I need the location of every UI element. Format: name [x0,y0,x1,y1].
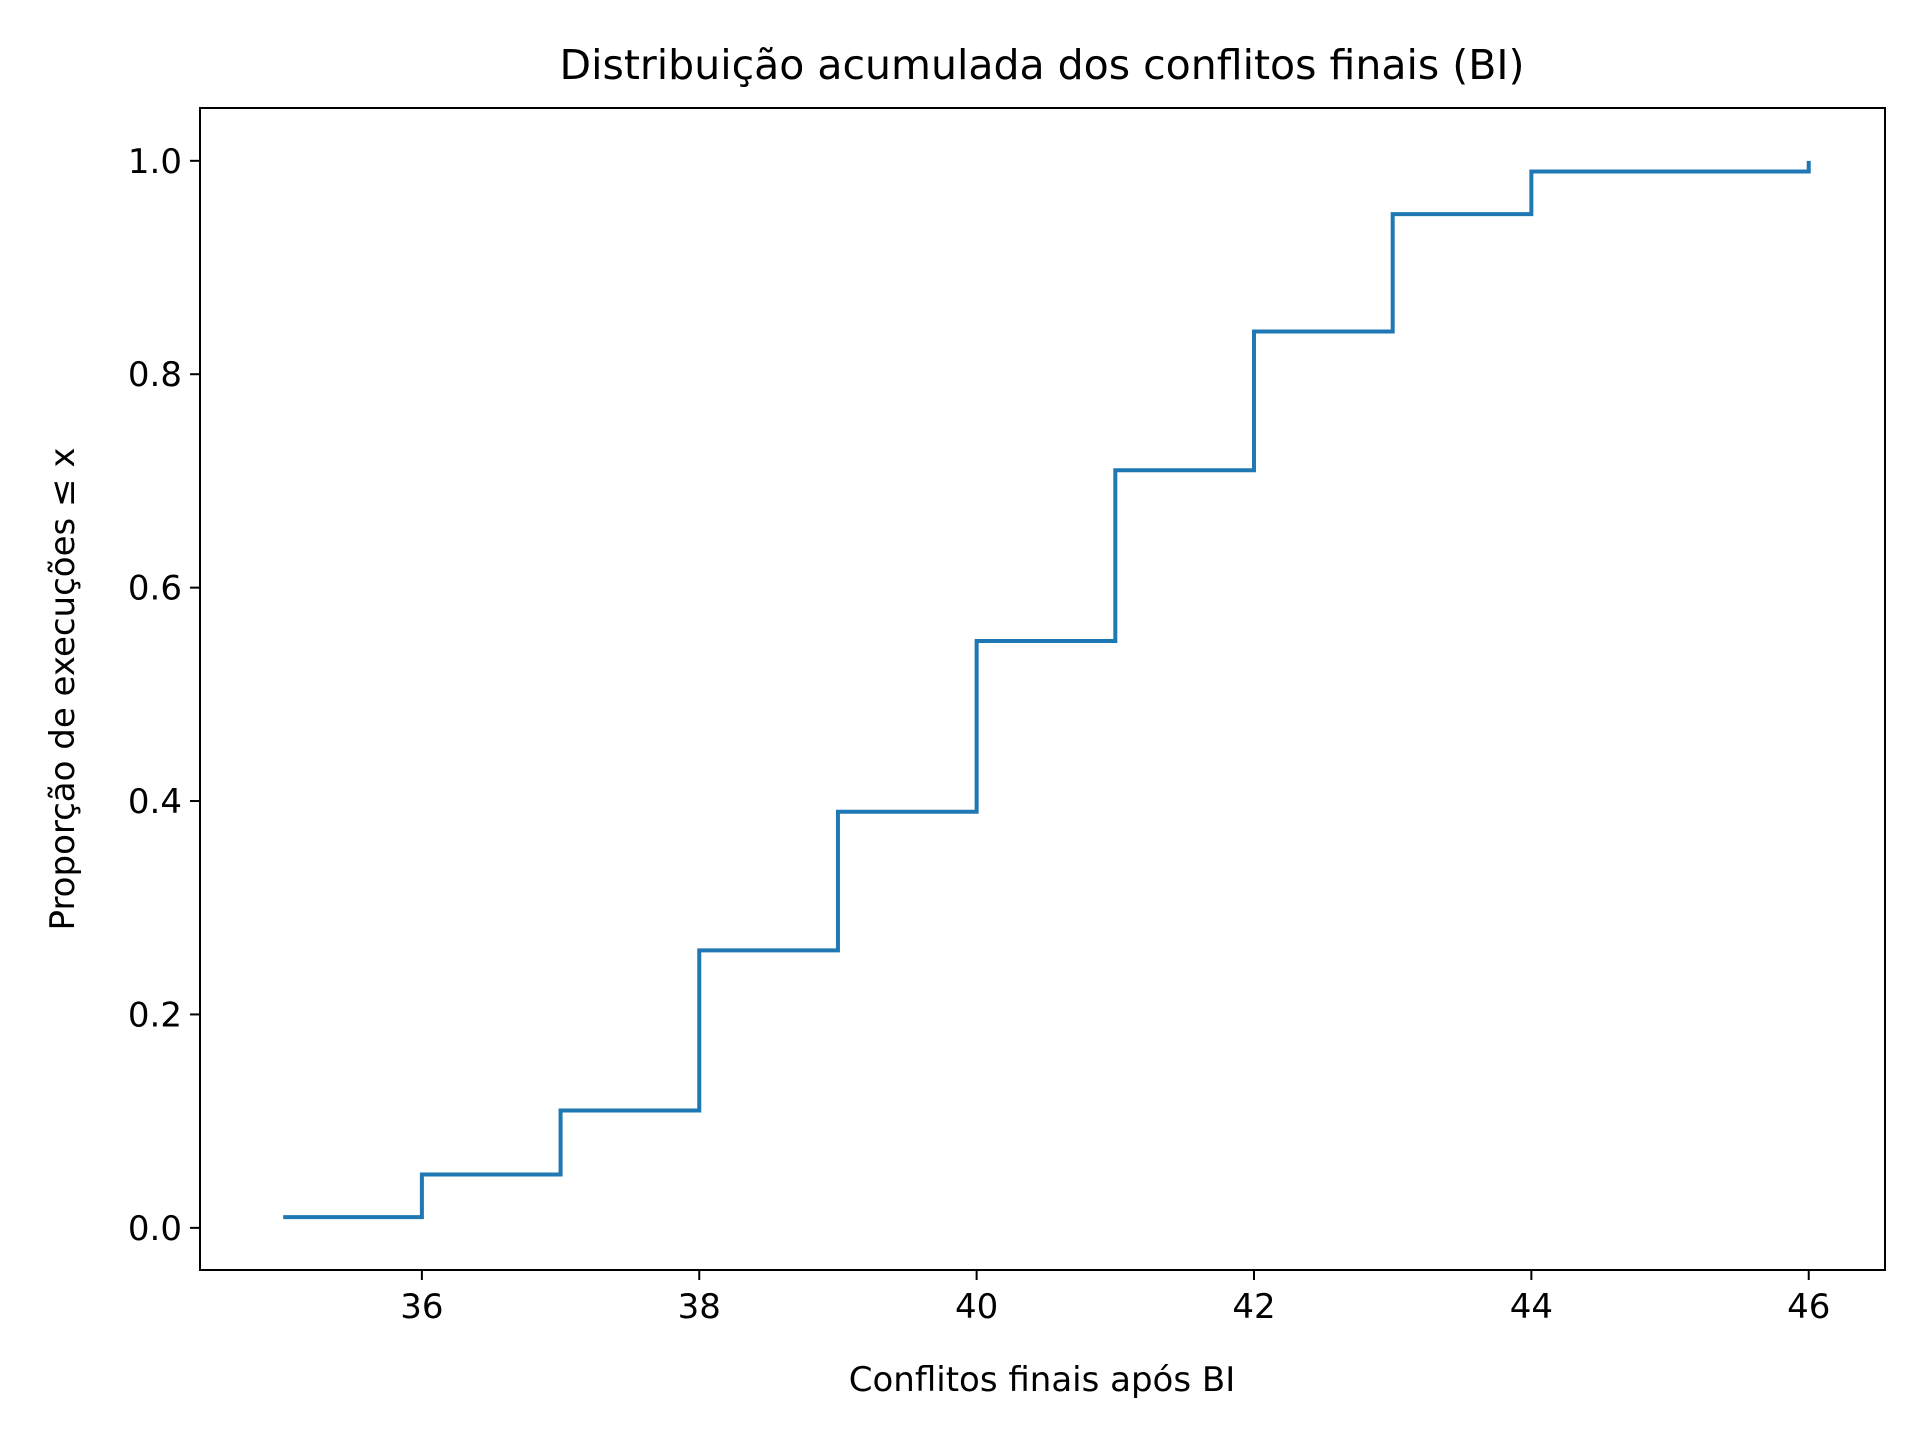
y-tick-label: 0.8 [128,355,182,395]
x-tick-label: 46 [1787,1287,1830,1327]
series-line-0 [283,160,1811,1220]
axes-frame [199,107,1886,1271]
y-tick-label: 1.0 [128,142,182,182]
y-tick-label: 0.2 [128,995,182,1035]
x-tick-label: 38 [678,1287,721,1327]
y-axis-ticks: 0.0 0.2 0.4 0.6 0.8 1.0 [128,142,200,1249]
y-tick-label: 0.0 [128,1209,182,1249]
y-tick-label: 0.6 [128,569,182,609]
x-tick-label: 40 [955,1287,998,1327]
x-tick-label: 42 [1232,1287,1275,1327]
x-axis-label: Conflitos finais após BI [849,1360,1235,1400]
x-tick-label: 44 [1510,1287,1553,1327]
chart-title: Distribuição acumulada dos conflitos fin… [560,41,1525,89]
x-tick-label: 36 [400,1287,443,1327]
y-axis-label: Proporção de execuções ≤ x [43,448,83,931]
series-layer [283,160,1811,1220]
y-tick-label: 0.4 [128,782,182,822]
plot-area [199,107,1886,1271]
x-axis-ticks: 36 38 40 42 44 46 [400,1270,1830,1327]
